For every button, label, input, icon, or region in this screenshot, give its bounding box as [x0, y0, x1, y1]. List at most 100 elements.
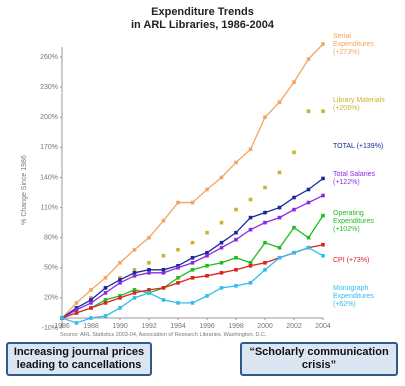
data-point [321, 109, 325, 114]
data-point [248, 263, 253, 268]
series-line [61, 177, 324, 319]
data-point [190, 301, 195, 305]
data-point [306, 109, 311, 114]
data-point [219, 271, 224, 275]
data-point [234, 267, 238, 272]
data-point [219, 220, 224, 225]
data-point [234, 230, 238, 235]
callout: Increasing journal prices leading to can… [6, 342, 152, 376]
data-point [147, 291, 151, 295]
data-point [132, 247, 137, 252]
data-point [74, 306, 79, 310]
data-point [321, 193, 325, 198]
y-tick-label: 260% [40, 54, 58, 61]
data-point [147, 271, 151, 275]
data-point [234, 255, 238, 260]
data-point [118, 276, 122, 280]
x-tick-label: 1992 [141, 323, 157, 330]
y-tick-label: 80% [44, 235, 58, 242]
data-point [161, 286, 166, 290]
x-tick-label: 1990 [112, 323, 128, 330]
x-tick-label: 2000 [257, 323, 273, 330]
data-point [103, 298, 108, 302]
data-point [190, 276, 195, 280]
data-point [219, 240, 224, 245]
data-point [277, 215, 282, 220]
data-point [89, 301, 93, 305]
data-point [118, 296, 122, 300]
data-point [306, 235, 311, 240]
data-point [248, 215, 253, 220]
source-note: Source: ARL Statistics 2003-04, Associat… [60, 332, 267, 338]
data-point [176, 247, 180, 252]
data-point [292, 225, 296, 230]
y-axis-label: % Change Since 1986 [21, 155, 28, 225]
data-point [234, 160, 238, 165]
data-point [205, 274, 209, 278]
data-point [248, 227, 253, 232]
data-point [205, 294, 209, 298]
x-tick-label: 1996 [199, 323, 215, 330]
data-point [190, 240, 195, 245]
data-point [306, 187, 311, 192]
data-point [263, 185, 267, 190]
data-point [263, 260, 267, 265]
x-tick-label: 1988 [83, 323, 99, 330]
data-point [292, 250, 296, 255]
data-point [292, 150, 296, 155]
data-point [292, 207, 296, 212]
data-point [277, 245, 282, 250]
series-label: Library Materials (+206%) [333, 97, 385, 112]
data-point [176, 276, 180, 280]
data-point [190, 267, 195, 272]
data-point [219, 245, 224, 250]
data-point [176, 200, 180, 205]
data-point [118, 281, 122, 285]
data-point [277, 205, 282, 210]
data-point [161, 267, 166, 272]
data-point [161, 271, 166, 275]
data-point [234, 237, 238, 242]
chart-subtitle: in ARL Libraries, 1986-2004 [130, 19, 275, 31]
data-point [147, 260, 151, 265]
data-point [263, 210, 267, 215]
data-point [118, 306, 122, 310]
y-tick-label: 230% [40, 84, 58, 91]
data-point [118, 294, 122, 298]
data-point [103, 286, 108, 290]
data-point [306, 245, 311, 250]
series-label: Serial Expenditures (+273%) [333, 33, 374, 56]
x-tick-label: 1986 [54, 323, 70, 330]
data-point [263, 267, 267, 272]
data-point [190, 255, 195, 260]
data-point [103, 291, 108, 295]
data-point [321, 242, 325, 247]
data-point [74, 301, 79, 305]
series-label: Monograph Expenditures (+62%) [333, 285, 374, 308]
data-point [205, 250, 209, 255]
data-point [248, 197, 253, 202]
callout: “Scholarly communication crisis” [240, 342, 398, 376]
data-point [132, 274, 137, 278]
data-point [176, 301, 180, 305]
data-point [292, 80, 296, 84]
data-point [132, 267, 137, 272]
data-point [103, 314, 108, 318]
data-point [292, 195, 296, 200]
data-point [118, 260, 122, 265]
data-point [219, 286, 224, 290]
y-tick-label: 50% [44, 265, 58, 272]
x-tick-label: 1998 [228, 323, 244, 330]
data-point [74, 308, 79, 312]
data-point [306, 200, 311, 205]
y-tick-label: 200% [40, 114, 58, 121]
data-point [263, 220, 267, 225]
data-point [147, 288, 151, 292]
data-point [205, 187, 209, 192]
data-point [89, 306, 93, 310]
data-point [132, 291, 137, 295]
data-point [132, 288, 137, 292]
data-point [74, 311, 79, 315]
data-point [176, 281, 180, 285]
